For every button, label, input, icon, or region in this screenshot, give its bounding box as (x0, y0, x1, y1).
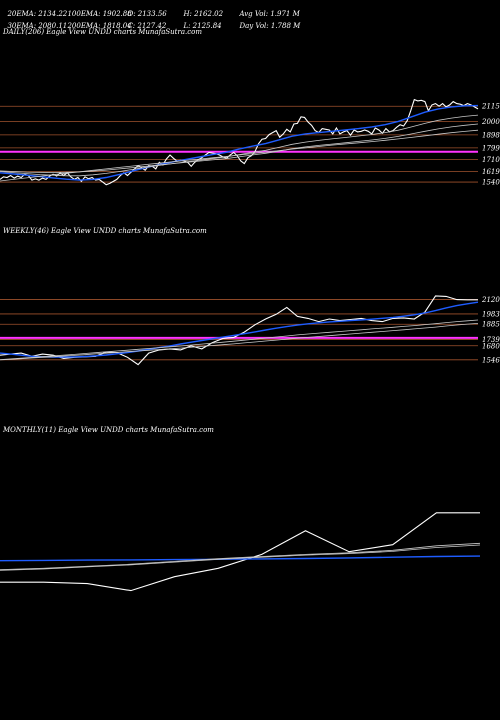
high-readout: H: 2162.02 (183, 10, 224, 18)
panel-title: MONTHLY(11) Eagle View UNDD charts Munaf… (2, 426, 214, 434)
panel-title: WEEKLY(46) Eagle View UNDD charts Munafa… (3, 227, 207, 235)
level-label: 2120 (481, 296, 500, 304)
avg-vol-readout: Avg Vol: 1.971 M (239, 10, 300, 18)
series-ema-blue (0, 301, 479, 358)
level-label: 1983 (482, 310, 500, 318)
day-vol-readout: Day Vol: 1.788 M (239, 22, 301, 30)
level-label: 2000 (481, 118, 500, 126)
indicator-header: 20EMA: 2134.22100EMA: 1902.88O: 2133.56 H… (3, 2, 300, 18)
open-readout: O: 2133.56 (127, 10, 167, 18)
series-ema-blue (0, 104, 479, 181)
series-ema-grey (0, 542, 481, 571)
series-ema-grey (0, 114, 479, 177)
ema30-readout: 30EMA: 2080.11 (7, 22, 68, 30)
close-readout: C: 2127.42 (127, 22, 167, 30)
indicator-header-row2: 30EMA: 2080.11200EMA: 1818.04C: 2127.42 L… (3, 14, 300, 30)
level-label: 1739 (482, 336, 500, 344)
level-label: 1546 (482, 356, 500, 364)
series-ema-grey3 (0, 129, 479, 182)
level-label: 1540 (482, 179, 500, 187)
level-label: 1799 (482, 144, 500, 152)
low-readout: L: 2125.84 (183, 22, 222, 30)
level-label: 1885 (482, 321, 500, 329)
series-ema-grey2 (0, 544, 481, 571)
level-label: 1898 (482, 131, 500, 139)
series-ema-grey2 (0, 323, 479, 361)
ema200-readout: 200EMA: 1818.04 (67, 22, 132, 30)
ema100-readout: 100EMA: 1902.88 (67, 10, 132, 18)
level-label: 1619 (482, 168, 500, 176)
level-label: 1680 (482, 342, 500, 350)
level-label: 2115 (481, 103, 500, 111)
chart-panel-3: MONTHLY(11) Eagle View UNDD charts Munaf… (0, 426, 481, 592)
level-label: 1710 (482, 156, 500, 164)
ema20-readout: 20EMA: 2134.22 (7, 10, 68, 18)
chart-panel-2: WEEKLY(46) Eagle View UNDD charts Munafa… (0, 227, 500, 366)
chart-panel-1: DAILY(206) Eagle View UNDD charts Munafa… (0, 28, 500, 187)
series-price (0, 512, 480, 592)
series-ema-blue (0, 555, 481, 562)
series-ema-grey (0, 319, 479, 360)
panel-title: DAILY(206) Eagle View UNDD charts Munafa… (2, 28, 202, 36)
